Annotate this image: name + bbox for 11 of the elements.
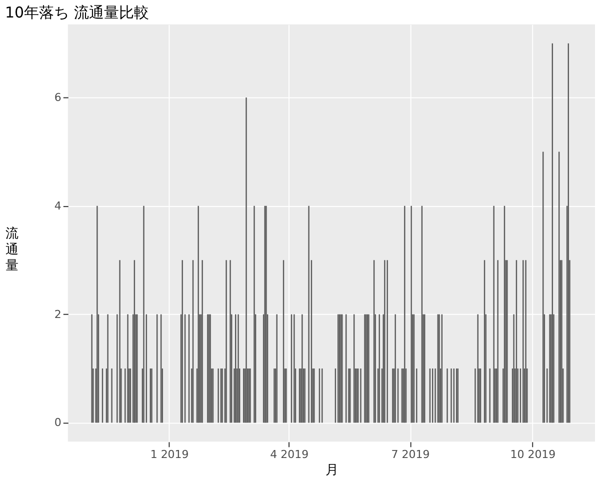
x-tick-label: 10 2019 <box>510 448 556 462</box>
x-tick-label: 1 2019 <box>150 448 189 462</box>
y-tick-label: 0 <box>54 416 62 430</box>
x-tick-label: 7 2019 <box>391 448 430 462</box>
y-tick-label: 2 <box>54 308 62 321</box>
x-axis-title: 月 <box>325 463 338 478</box>
chart-title: 10年落ち 流通量比較 <box>4 3 149 22</box>
y-tick-label: 6 <box>54 91 62 104</box>
x-tick-label: 4 2019 <box>270 448 309 462</box>
y-axis-title: 流通量 <box>5 226 18 274</box>
y-tick-label: 4 <box>54 199 62 212</box>
